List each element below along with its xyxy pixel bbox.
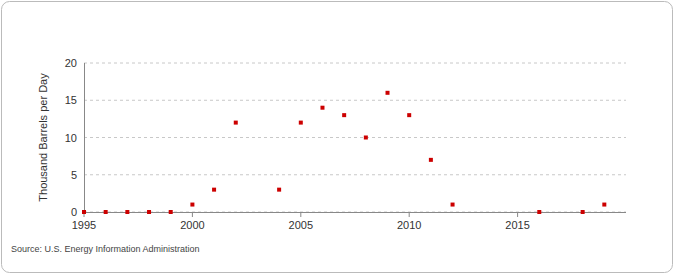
data-point (169, 210, 173, 214)
data-point (320, 106, 324, 110)
grid-line (84, 174, 626, 175)
x-tick (192, 212, 193, 217)
y-tick-label: 5 (71, 169, 77, 181)
x-tick-label: 1995 (72, 219, 96, 231)
x-tick-label: 2005 (289, 219, 313, 231)
y-tick-label: 15 (65, 94, 77, 106)
data-point (581, 210, 585, 214)
grid-line (84, 137, 626, 138)
x-tick-label: 2015 (505, 219, 529, 231)
x-tick-label: 2010 (397, 219, 421, 231)
data-point (386, 91, 390, 95)
data-point (342, 113, 346, 117)
data-point (277, 188, 281, 192)
x-tick (517, 212, 518, 217)
data-point (407, 113, 411, 117)
data-point (125, 210, 129, 214)
data-point (82, 210, 86, 214)
data-point (429, 158, 433, 162)
grid-line (84, 212, 626, 213)
y-axis (84, 63, 85, 212)
data-point (212, 188, 216, 192)
chart-svg: 0 5 10 15 20 1995 2000 2005 2010 2015 Thousand Bar… (0, 0, 675, 275)
frame (2, 2, 673, 273)
data-point (234, 121, 238, 125)
y-tick-label: 0 (71, 206, 77, 218)
x-tick (409, 212, 410, 217)
y-tick-label: 20 (65, 57, 77, 69)
data-point (537, 210, 541, 214)
data-point (602, 203, 606, 207)
chart-root: {"chart_data": {"type": "scatter", "titl… (0, 0, 675, 275)
data-point (190, 203, 194, 207)
grid-line (84, 100, 626, 101)
y-tick-label: 10 (65, 132, 77, 144)
x-axis (84, 212, 626, 213)
data-point (364, 136, 368, 140)
data-point (104, 210, 108, 214)
source: Source: U.S. Energy Information Administ… (11, 244, 200, 254)
x-tick (300, 212, 301, 217)
x-tick-label: 2000 (180, 219, 204, 231)
data-point (299, 121, 303, 125)
data-point (147, 210, 151, 214)
y-axis-label: Thousand Barrels per Day (37, 73, 49, 202)
grid-line (84, 63, 626, 64)
data-point (451, 203, 455, 207)
points (82, 91, 606, 214)
